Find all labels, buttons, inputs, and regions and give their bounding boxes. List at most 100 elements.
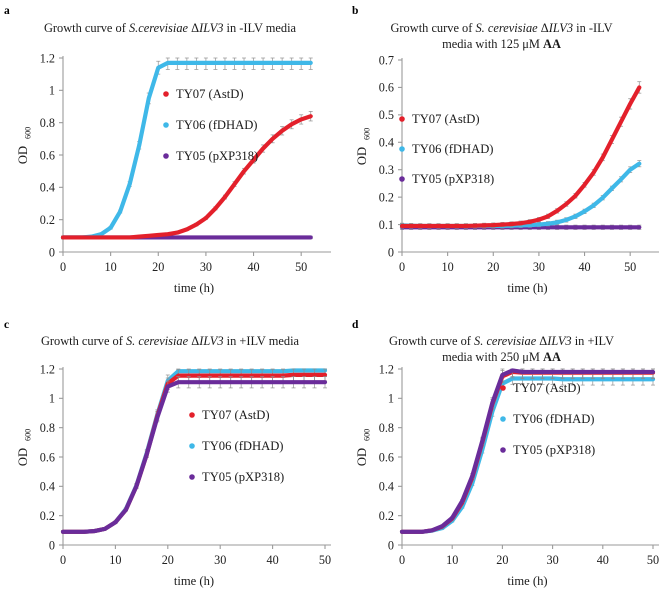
panel-letter-d: d: [352, 319, 359, 331]
y-tick-label: 0.4: [40, 181, 55, 195]
x-axis-title: time (h): [507, 281, 547, 295]
x-tick-label: 0: [399, 553, 405, 567]
legend-label-ty07: TY07 (AstD): [513, 381, 581, 395]
legend-marker-ty07: [500, 385, 506, 391]
legend-marker-ty05: [163, 153, 169, 159]
series-line: [60, 380, 328, 534]
x-tick-label: 40: [578, 260, 590, 274]
x-tick-label: 40: [267, 553, 279, 567]
series-line: [399, 85, 642, 229]
y-tick-label: 1: [388, 392, 394, 406]
y-tick-label: 0.6: [40, 450, 55, 464]
y-tick-label: 0.4: [40, 480, 55, 494]
series-TY06: [60, 368, 328, 534]
x-tick-label: 30: [533, 260, 545, 274]
y-tick-label: 1.2: [40, 51, 55, 65]
x-axis-title: time (h): [174, 281, 214, 295]
y-tick-label: 0.5: [379, 108, 394, 122]
y-tick-label: 0.3: [379, 163, 394, 177]
y-tick-label: 0.2: [379, 190, 394, 204]
legend-marker-ty06: [163, 122, 169, 128]
y-tick-label: 1.2: [379, 362, 394, 376]
legend: TY07 (AstD) TY06 (fDHAD) TY05 (pXP318): [189, 408, 284, 484]
legend-label-ty06: TY06 (fDHAD): [176, 118, 258, 132]
series-TY07: [399, 81, 642, 229]
y-tick-label: 0.1: [379, 218, 394, 232]
x-axis-title: time (h): [507, 574, 547, 588]
x-tick-label: 40: [597, 553, 609, 567]
y-tick-label: 0: [388, 245, 394, 259]
legend-marker-ty05: [399, 176, 405, 182]
y-axis-title-sub: 600: [363, 429, 372, 441]
series-TY05: [399, 368, 656, 534]
x-tick-label: 20: [487, 260, 499, 274]
series-TY05: [60, 376, 328, 534]
x-tick-label: 10: [446, 553, 458, 567]
x-tick-label: 10: [109, 553, 121, 567]
panel-letter-b: b: [352, 5, 359, 17]
legend-label-ty07: TY07 (AstD): [176, 87, 244, 101]
series-line: [60, 368, 328, 534]
x-tick-label: 0: [60, 553, 66, 567]
panel-title-b: Growth curve of S. cerevisiae ΔILV3 in -…: [390, 21, 613, 52]
y-tick-label: 0.2: [40, 509, 55, 523]
legend-marker-ty07: [399, 116, 405, 122]
panel-title-c: Growth curve of S. cerevisiae ΔILV3 in +…: [40, 334, 300, 348]
plot-area-d: 0 0.2 0.4 0.6 0.8 1 1.2 0 10 20 30 40 50 time (h) OD 60…: [340, 297, 663, 594]
x-tick-label: 20: [496, 553, 508, 567]
legend-label-ty06: TY06 (fDHAD): [202, 439, 284, 453]
y-tick-label: 0.2: [40, 213, 55, 227]
y-tick-label: 1: [49, 392, 55, 406]
series-TY06: [399, 160, 642, 229]
series-TY07: [60, 368, 328, 534]
y-axis-title: OD 600: [16, 127, 33, 164]
x-tick-label: 30: [200, 260, 212, 274]
y-axis-title-sub: 600: [363, 128, 372, 140]
legend-marker-ty05: [189, 474, 195, 480]
legend-label-ty05: TY05 (pXP318): [176, 149, 258, 163]
y-tick-label: 0: [388, 538, 394, 552]
series-line: [60, 60, 313, 240]
y-tick-label: 0.8: [379, 421, 394, 435]
y-tick-label: 0.8: [40, 421, 55, 435]
legend-label-ty06: TY06 (fDHAD): [513, 412, 595, 426]
legend-label-ty05: TY05 (pXP318): [202, 470, 284, 484]
chart-svg-d: 0 0.2 0.4 0.6 0.8 1 1.2 0 10 20 30 40 50 time (h) OD 60…: [355, 362, 659, 588]
panel-c: c Growth curve of S. cerevisiae ΔILV3 in…: [0, 297, 340, 594]
x-tick-label: 20: [152, 260, 164, 274]
y-axis-title: OD 600: [16, 429, 33, 466]
plot-area-c: 0 0.2 0.4 0.6 0.8 1 1.2 0 10 20 30 40 50 time (h) OD 60…: [0, 297, 340, 594]
x-tick-label: 40: [247, 260, 259, 274]
x-tick-label: 30: [214, 553, 226, 567]
y-tick-label: 0: [49, 245, 55, 259]
legend-marker-ty07: [189, 412, 195, 418]
y-axis-title: OD 600: [355, 128, 372, 165]
y-axis-title-main: OD: [355, 448, 369, 466]
x-tick-label: 50: [295, 260, 307, 274]
y-axis-title-sub: 600: [24, 429, 33, 441]
error-bars: [61, 368, 327, 534]
y-tick-label: 0: [49, 538, 55, 552]
panel-b: b Growth curve of S. cerevisiae ΔILV3 in…: [340, 0, 663, 297]
y-tick-label: 0.2: [379, 509, 394, 523]
y-tick-label: 0.6: [40, 148, 55, 162]
chart-svg-b: 0 0.1 0.2 0.3 0.4 0.5 0.6 0.7 0 10 20 30 40 50 time (h…: [355, 53, 659, 295]
legend-label-ty05: TY05 (pXP318): [412, 172, 494, 186]
y-tick-label: 0.6: [379, 450, 394, 464]
series-TY07: [60, 111, 313, 240]
panel-d: d Growth curve of S. cerevisiae ΔILV3 in…: [340, 297, 663, 594]
panel-a: a Growth curve of S.cerevisiae ΔILV3 in …: [0, 0, 340, 297]
panel-title-a: Growth curve of S.cerevisiae ΔILV3 in -I…: [43, 21, 297, 35]
x-tick-label: 0: [399, 260, 405, 274]
y-tick-label: 0.4: [379, 480, 394, 494]
x-tick-label: 10: [442, 260, 454, 274]
x-tick-label: 20: [162, 553, 174, 567]
y-tick-label: 1: [49, 84, 55, 98]
legend-marker-ty07: [163, 91, 169, 97]
legend: TY07 (AstD) TY06 (fDHAD) TY05 (pXP318): [399, 112, 494, 186]
legend: TY07 (AstD) TY06 (fDHAD) TY05 (pXP318): [163, 87, 258, 163]
legend: TY07 (AstD) TY06 (fDHAD) TY05 (pXP318): [500, 381, 595, 457]
legend-marker-ty06: [500, 416, 506, 422]
series-line: [399, 368, 656, 534]
